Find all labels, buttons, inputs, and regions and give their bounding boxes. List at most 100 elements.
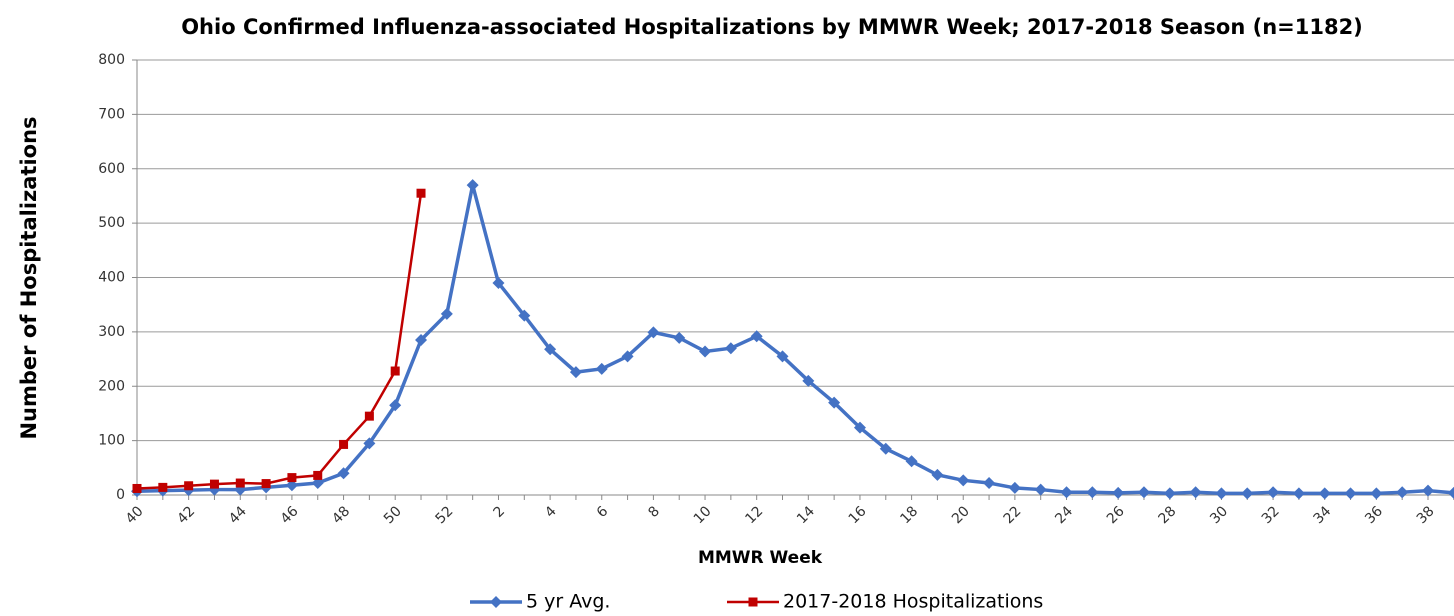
- data-point: [184, 481, 194, 491]
- legend-marker: [490, 596, 502, 608]
- x-tick-label: 22: [1001, 503, 1025, 527]
- x-tick-label: 52: [433, 503, 457, 527]
- data-point: [1447, 486, 1454, 499]
- data-point: [905, 455, 918, 468]
- data-point: [364, 411, 374, 421]
- x-tick-label: 4: [542, 503, 560, 521]
- x-tick-label: 30: [1207, 503, 1231, 527]
- data-point: [802, 374, 815, 387]
- x-tick-label: 16: [846, 503, 870, 527]
- x-tick-label: 48: [329, 503, 353, 527]
- x-tick-label: 46: [278, 503, 302, 527]
- data-point: [132, 483, 142, 493]
- y-tick-label: 600: [98, 161, 125, 177]
- data-point: [337, 467, 350, 480]
- data-point: [879, 442, 892, 455]
- data-point: [285, 479, 298, 492]
- x-tick-label: 50: [381, 503, 405, 527]
- data-point: [699, 345, 712, 358]
- data-point: [1344, 487, 1357, 500]
- data-point: [235, 478, 245, 488]
- data-point: [724, 342, 737, 355]
- x-axis-title: MMWR Week: [698, 548, 823, 568]
- x-tick-label: 36: [1362, 503, 1386, 527]
- x-tick-label: 38: [1414, 503, 1438, 527]
- data-point: [209, 479, 219, 489]
- data-point: [389, 399, 402, 412]
- legend-label: 2017-2018 Hospitalizations: [783, 591, 1043, 613]
- x-tick-label: 10: [691, 503, 715, 527]
- data-point: [647, 326, 660, 339]
- y-tick-label: 100: [98, 433, 125, 449]
- data-point: [1318, 487, 1331, 500]
- x-tick-label: 14: [794, 503, 818, 527]
- data-point: [621, 350, 634, 363]
- data-point: [1422, 484, 1434, 497]
- data-point: [390, 366, 400, 376]
- data-point: [287, 473, 297, 483]
- x-tick-label: 44: [226, 503, 250, 527]
- data-point: [544, 343, 557, 356]
- y-tick-label: 500: [98, 215, 125, 231]
- data-point: [415, 334, 428, 347]
- legend-label: 5 yr Avg.: [526, 591, 610, 613]
- data-point: [750, 330, 763, 343]
- data-point: [440, 307, 453, 320]
- series-line: [136, 184, 1454, 496]
- data-point: [1215, 487, 1228, 500]
- series-line: [136, 193, 423, 490]
- data-point: [1370, 487, 1383, 500]
- data-point: [957, 474, 970, 487]
- data-point: [466, 179, 479, 192]
- data-point: [311, 477, 324, 490]
- x-tick-label: 6: [594, 503, 612, 521]
- data-point: [828, 396, 841, 409]
- data-point: [1060, 486, 1073, 499]
- x-tick-label: 18: [897, 503, 921, 527]
- data-point: [1267, 486, 1280, 499]
- y-tick-label: 700: [98, 106, 125, 122]
- data-point: [595, 362, 608, 375]
- data-point: [492, 276, 505, 289]
- x-tick-label: 32: [1259, 503, 1283, 527]
- y-axis-title: Number of Hospitalizations: [17, 116, 41, 439]
- x-tick-label: 28: [1156, 503, 1180, 527]
- data-point: [1292, 487, 1305, 500]
- data-point: [1137, 486, 1150, 499]
- data-point: [983, 477, 996, 490]
- x-tick-label: 34: [1310, 503, 1334, 527]
- data-point: [1189, 486, 1202, 499]
- data-point: [1086, 486, 1099, 499]
- data-point: [1163, 487, 1176, 500]
- x-tick-label: 26: [1104, 503, 1128, 527]
- data-point: [416, 188, 426, 198]
- data-point: [1112, 486, 1125, 499]
- data-point: [673, 331, 686, 344]
- data-point: [931, 468, 944, 481]
- legend-marker: [748, 597, 758, 607]
- data-point: [158, 482, 168, 492]
- x-tick-label: 2: [491, 503, 509, 521]
- data-point: [569, 366, 582, 379]
- y-tick-label: 300: [98, 324, 125, 340]
- data-point: [363, 437, 376, 450]
- x-tick-label: 8: [645, 503, 663, 521]
- data-point: [1008, 481, 1021, 494]
- y-tick-label: 400: [98, 270, 125, 286]
- x-tick-label: 20: [949, 503, 973, 527]
- x-tick-label: 12: [742, 503, 766, 527]
- data-point: [261, 479, 271, 489]
- data-point: [1396, 486, 1409, 499]
- y-tick-label: 0: [116, 487, 125, 503]
- y-tick-label: 200: [98, 378, 125, 394]
- data-point: [1241, 487, 1254, 500]
- data-point: [853, 421, 866, 434]
- data-point: [1034, 483, 1047, 496]
- data-point: [776, 350, 789, 363]
- data-point: [339, 439, 349, 449]
- x-tick-label: 24: [1052, 503, 1076, 527]
- data-point: [313, 470, 323, 480]
- x-tick-label: 40: [123, 503, 147, 527]
- chart-title: Ohio Confirmed Influenza-associated Hosp…: [181, 15, 1363, 39]
